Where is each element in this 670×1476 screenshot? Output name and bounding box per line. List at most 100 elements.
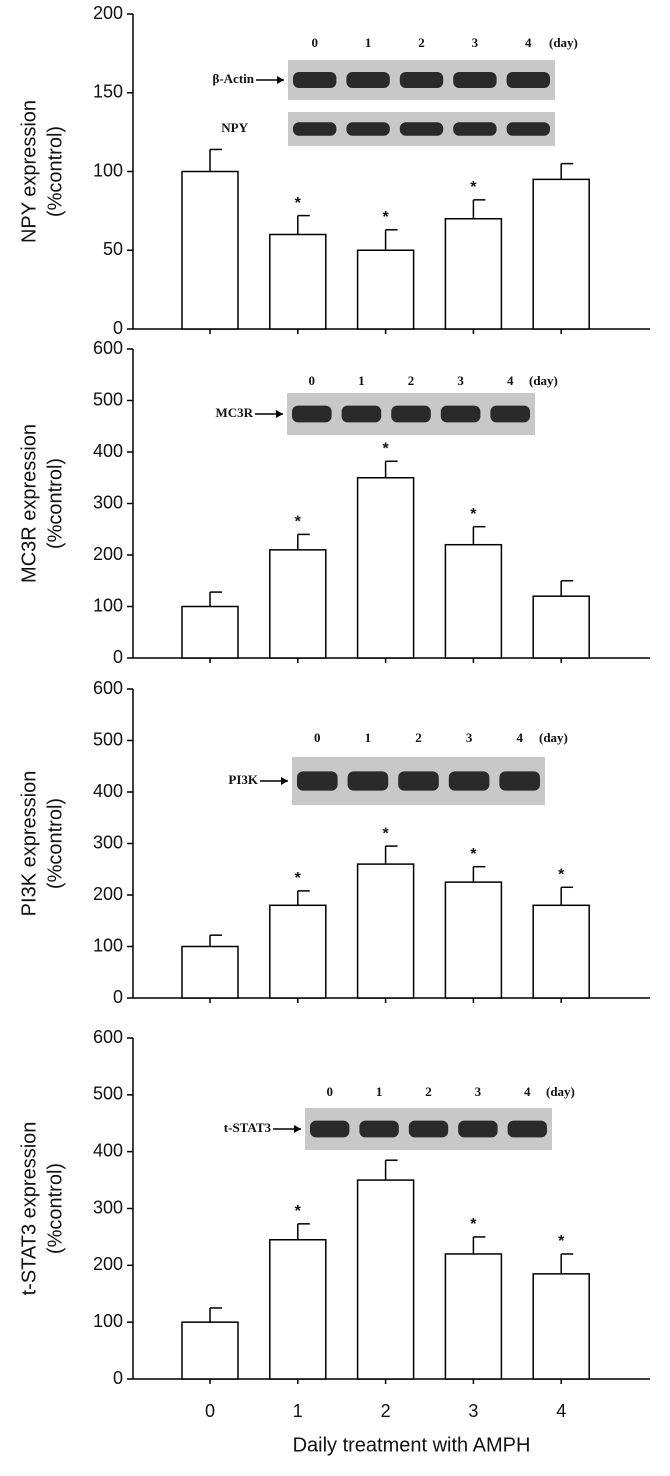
blot-lane-label: 4 (524, 1084, 531, 1099)
x-tick-label: 3 (468, 1401, 478, 1421)
bar (356, 863, 415, 999)
bar (356, 477, 415, 659)
blot-band (341, 405, 382, 423)
y-tick-label: 150 (93, 82, 123, 102)
y-tick-label: 50 (103, 239, 123, 259)
y-tick-label: 0 (113, 647, 123, 667)
blot-band (346, 72, 390, 88)
significance-mark: * (295, 870, 302, 887)
blot-lane-label: 1 (376, 1084, 383, 1099)
bar (269, 549, 327, 659)
blot-band (448, 771, 490, 791)
x-tick-label: 4 (556, 1401, 566, 1421)
y-axis-label: (%control) (44, 126, 66, 217)
y-tick-label: 200 (93, 3, 123, 23)
blot-band (440, 405, 481, 423)
blot-arrowhead (276, 410, 283, 418)
blot-lane-label: 4 (507, 373, 514, 388)
bar (356, 1179, 415, 1380)
bar (269, 233, 327, 330)
blot-band (293, 72, 337, 88)
y-tick-label: 100 (93, 935, 123, 955)
bar (181, 945, 239, 999)
blot-band (310, 1120, 350, 1138)
blot-band (399, 122, 444, 136)
blot-lane-label: 1 (365, 35, 372, 50)
blot-lane-label: 1 (365, 730, 372, 745)
y-tick-label: 400 (93, 781, 123, 801)
blot-unit: (day) (549, 35, 578, 50)
blot-band-label: t-STAT3 (224, 1120, 272, 1135)
blot-lane-label: 2 (418, 35, 425, 50)
y-tick-label: 300 (93, 832, 123, 852)
significance-mark: * (470, 846, 477, 863)
blot-band (293, 122, 337, 136)
bar (532, 904, 590, 999)
blot-band-label: PI3K (228, 772, 259, 787)
blot-unit: (day) (539, 730, 568, 745)
blot-band (453, 122, 497, 136)
blot-band-label: MC3R (215, 405, 253, 420)
significance-mark: * (470, 506, 477, 523)
blot-band (408, 1120, 449, 1138)
y-tick-label: 200 (93, 1254, 123, 1274)
y-tick-label: 100 (93, 1311, 123, 1331)
y-tick-label: 500 (93, 1084, 123, 1104)
blot-band (347, 771, 389, 791)
blot-band (391, 405, 431, 423)
bar (269, 1239, 327, 1380)
significance-mark: * (470, 1216, 477, 1233)
blot-band (297, 771, 338, 791)
blot-lane-label: 1 (358, 373, 365, 388)
blot-band (292, 405, 332, 423)
bar (444, 218, 503, 330)
significance-mark: * (558, 866, 565, 883)
x-tick-label: 0 (205, 1401, 215, 1421)
y-axis-label: (%control) (44, 798, 66, 889)
y-tick-label: 0 (113, 1368, 123, 1388)
significance-mark: * (558, 1233, 565, 1250)
y-tick-label: 100 (93, 160, 123, 180)
bar (181, 1321, 239, 1380)
blot-unit: (day) (529, 373, 558, 388)
blot-band (507, 1120, 547, 1138)
y-axis-label: (%control) (44, 1163, 66, 1254)
y-tick-label: 500 (93, 729, 123, 749)
blot-band-label: NPY (221, 120, 248, 135)
bar (532, 178, 590, 330)
x-tick-label: 2 (381, 1401, 391, 1421)
bar (356, 249, 415, 330)
blot-lane-label: 3 (457, 373, 464, 388)
y-tick-label: 500 (93, 389, 123, 409)
blot-lane-label: 2 (415, 730, 422, 745)
blot-arrowhead (277, 76, 284, 84)
blot-band-label: β-Actin (212, 71, 254, 86)
bar (269, 904, 327, 999)
y-tick-label: 600 (93, 1027, 123, 1047)
blot-band (506, 122, 550, 136)
blot-arrowhead (281, 777, 288, 785)
x-tick-label: 1 (293, 1401, 303, 1421)
y-tick-label: 600 (93, 338, 123, 358)
bar (444, 1253, 503, 1380)
significance-mark: * (382, 209, 389, 226)
significance-mark: * (470, 179, 477, 196)
blot-unit: (day) (546, 1084, 575, 1099)
bar (181, 605, 239, 659)
blot-lane-label: 3 (472, 35, 479, 50)
y-axis-label: (%control) (44, 458, 66, 549)
blot-lane-label: 3 (475, 1084, 482, 1099)
blot-lane-label: 4 (525, 35, 532, 50)
significance-mark: * (382, 825, 389, 842)
blot-band (490, 405, 530, 423)
bar (532, 1273, 590, 1380)
x-axis-label: Daily treatment with AMPH (293, 1434, 531, 1456)
significance-mark: * (295, 1203, 302, 1220)
blot-band (453, 72, 497, 88)
blot-lane-label: 0 (326, 1084, 333, 1099)
bar (444, 881, 503, 999)
blot-band (359, 1120, 399, 1138)
blot-lane-label: 4 (516, 730, 523, 745)
blot-lane-label: 0 (311, 35, 318, 50)
